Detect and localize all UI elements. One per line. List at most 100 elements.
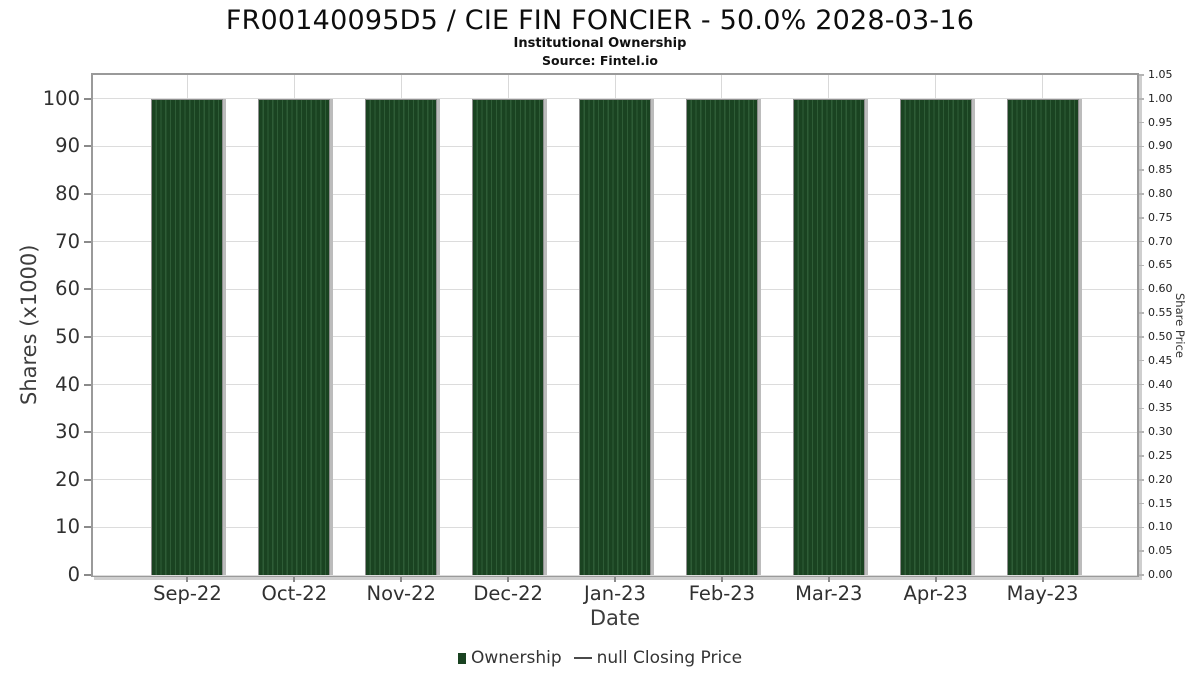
ownership-bar xyxy=(792,98,865,575)
x-tick xyxy=(720,577,723,582)
y-tick-right xyxy=(1139,526,1144,529)
x-tick-label: Apr-23 xyxy=(903,582,968,605)
y-tick-label-right: 0.80 xyxy=(1148,187,1173,201)
y-tick-label-right: 0.55 xyxy=(1148,306,1173,320)
gridline-horizontal xyxy=(93,574,1137,576)
x-tick-label: Dec-22 xyxy=(473,582,543,605)
ownership-bar xyxy=(151,98,224,575)
y-tick-right xyxy=(1139,288,1144,291)
x-tick xyxy=(186,577,189,582)
y-tick-label-right: 0.95 xyxy=(1148,115,1173,129)
y-tick-label-right: 0.35 xyxy=(1148,401,1173,415)
y-tick-right xyxy=(1139,479,1144,481)
y-tick-right xyxy=(1139,98,1144,100)
y-tick-label-right: 0.65 xyxy=(1148,258,1173,272)
y-tick-label-right: 0.10 xyxy=(1148,520,1173,534)
y-tick-label-right: 0.75 xyxy=(1148,210,1173,224)
y-tick-left xyxy=(84,526,91,529)
legend-item: null Closing Price xyxy=(573,648,743,668)
legend-square-marker-icon xyxy=(457,652,466,664)
y-tick-label-right: 1.05 xyxy=(1148,68,1173,81)
legend: Ownership null Closing Price xyxy=(0,644,1200,672)
x-tick-label: Sep-22 xyxy=(153,582,222,605)
y-tick-label-left: 100 xyxy=(42,86,80,110)
x-tick xyxy=(400,577,403,582)
x-tick xyxy=(293,577,296,582)
y-tick-right xyxy=(1139,431,1144,433)
y-tick-right xyxy=(1139,312,1144,314)
ownership-bar xyxy=(899,98,972,575)
x-tick xyxy=(507,577,510,582)
y-tick-right xyxy=(1139,264,1144,267)
y-tick-right xyxy=(1139,74,1144,76)
x-tick xyxy=(1041,577,1044,582)
y-tick-right xyxy=(1139,383,1144,386)
y-tick-left xyxy=(84,240,91,243)
y-tick-left xyxy=(84,478,91,481)
y-tick-right xyxy=(1139,336,1144,338)
legend-label: null Closing Price xyxy=(596,648,743,668)
y-tick-label-right: 0.05 xyxy=(1148,544,1173,558)
y-tick-right xyxy=(1139,193,1144,195)
y-axis-label-right: Share Price xyxy=(1173,292,1187,358)
legend-item: Ownership xyxy=(457,648,562,668)
chart-source: Source: Fintel.io xyxy=(542,53,658,68)
x-tick xyxy=(934,577,937,582)
y-axis-label-left: Shares (x1000) xyxy=(17,244,41,406)
y-tick-label-right: 0.40 xyxy=(1148,377,1173,391)
y-tick-right xyxy=(1139,455,1144,457)
y-tick-left xyxy=(84,383,91,386)
y-tick-label-left: 10 xyxy=(55,515,80,539)
ownership-bar xyxy=(258,98,331,575)
x-tick-label: May-23 xyxy=(1006,582,1079,605)
y-tick-label-right: 0.50 xyxy=(1148,329,1173,343)
y-tick-right xyxy=(1139,502,1144,505)
x-tick-label: Feb-23 xyxy=(688,582,756,605)
y-tick-label-left: 20 xyxy=(55,467,80,491)
ownership-bar xyxy=(365,98,438,575)
ownership-bar xyxy=(1006,98,1079,575)
y-tick-label-right: 0.45 xyxy=(1148,353,1173,367)
y-tick-left xyxy=(84,145,91,148)
y-tick-label-right: 0.15 xyxy=(1148,496,1173,510)
y-tick-left xyxy=(84,335,91,338)
y-tick-label-right: 0.85 xyxy=(1148,163,1173,177)
y-tick-label-left: 50 xyxy=(55,324,80,348)
y-tick-left xyxy=(84,574,91,576)
y-tick-label-left: 30 xyxy=(55,420,80,444)
y-tick-label-left: 80 xyxy=(55,182,80,206)
y-tick-left xyxy=(84,431,91,434)
y-tick-label-left: 0 xyxy=(67,563,80,586)
y-tick-right xyxy=(1139,574,1144,576)
y-tick-right xyxy=(1139,550,1144,552)
y-tick-label-left: 40 xyxy=(55,372,80,396)
y-tick-label-right: 0.90 xyxy=(1148,139,1173,153)
x-tick-label: Jan-23 xyxy=(584,582,646,605)
y-tick-label-left: 70 xyxy=(55,229,80,253)
y-tick-label-right: 0.00 xyxy=(1148,568,1173,581)
y-tick-label-right: 0.60 xyxy=(1148,282,1173,296)
y-tick-label-right: 0.70 xyxy=(1148,234,1173,248)
x-tick-label: Mar-23 xyxy=(795,582,863,605)
ownership-bar xyxy=(685,98,758,575)
y-tick-right xyxy=(1139,407,1144,410)
y-tick-right xyxy=(1139,240,1144,243)
plot-area xyxy=(93,75,1137,576)
y-tick-label-right: 0.30 xyxy=(1148,425,1173,439)
y-tick-right xyxy=(1139,217,1144,219)
x-tick-label: Oct-22 xyxy=(261,582,328,605)
y-tick-label-left: 60 xyxy=(55,277,80,301)
y-tick-right xyxy=(1139,145,1144,148)
chart-subtitle: Institutional Ownership xyxy=(513,36,687,51)
y-tick-label-right: 0.20 xyxy=(1148,472,1173,486)
x-axis-label: Date xyxy=(589,606,641,630)
ownership-bar xyxy=(472,98,545,575)
y-tick-label-right: 1.00 xyxy=(1148,91,1173,105)
y-tick-right xyxy=(1139,169,1144,171)
legend-line-marker-icon xyxy=(573,656,592,660)
y-tick-left xyxy=(84,288,91,291)
chart-title: FR00140095D5 / CIE FIN FONCIER - 50.0% 2… xyxy=(225,5,975,36)
x-tick xyxy=(614,577,616,582)
y-tick-right xyxy=(1139,359,1144,362)
